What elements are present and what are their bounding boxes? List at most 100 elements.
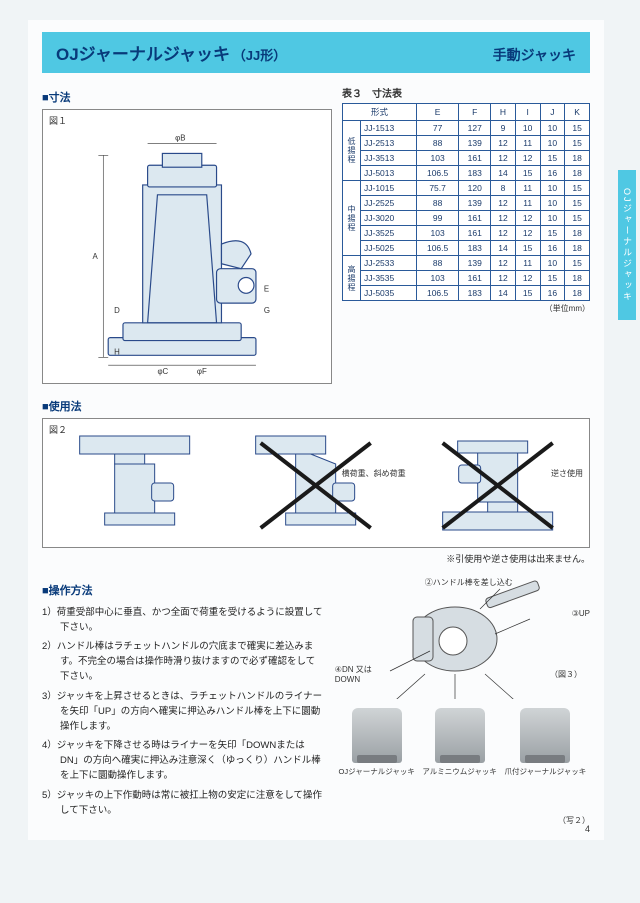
th-j: J — [540, 104, 565, 121]
table-cell: JJ-3535 — [361, 271, 417, 286]
jack-photo-3: 爪付ジャーナルジャッキ — [504, 708, 586, 777]
table-cell: 12 — [515, 271, 540, 286]
jack-photo-img-2 — [435, 708, 485, 763]
table-cell: JJ-3513 — [361, 151, 417, 166]
table-cell: 10 — [540, 256, 565, 271]
table-cell: 12 — [491, 136, 516, 151]
table-cell: 103 — [416, 271, 458, 286]
lateral-caption: 横荷重、斜め荷重 — [342, 468, 406, 479]
table-cell: 12 — [491, 226, 516, 241]
row-group-label: 低揚程 — [343, 121, 361, 181]
table-cell: 10 — [515, 121, 540, 136]
table-cell: 103 — [416, 226, 458, 241]
dim-label-phib: φB — [175, 134, 185, 143]
jack-photo-label-3: 爪付ジャーナルジャッキ — [504, 767, 586, 776]
table-cell: JJ-2533 — [361, 256, 417, 271]
table-cell: 12 — [515, 226, 540, 241]
callout-2: ②ハンドル棒を差し込む — [425, 577, 513, 588]
table-cell: 183 — [459, 166, 491, 181]
table-cell: 77 — [416, 121, 458, 136]
table-cell: 106.5 — [416, 241, 458, 256]
th-i: I — [515, 104, 540, 121]
table-cell: JJ-5025 — [361, 241, 417, 256]
table-cell: 8 — [491, 181, 516, 196]
table-cell: 88 — [416, 196, 458, 211]
figure-1-label: 図１ — [49, 114, 67, 127]
table-row: 低揚程JJ-1513771279101015 — [343, 121, 590, 136]
th-f: F — [459, 104, 491, 121]
table-cell: 10 — [540, 136, 565, 151]
table-cell: 15 — [540, 226, 565, 241]
table-cell: 15 — [565, 256, 590, 271]
table-cell: 18 — [565, 286, 590, 301]
table-cell: 127 — [459, 121, 491, 136]
callout-4: ④DN 又はDOWN — [335, 664, 385, 684]
table-cell: 161 — [459, 271, 491, 286]
usage-note: ※引使用や逆さ使用は出来ません。 — [42, 552, 590, 565]
jack-diagram-icon: φB A D E G H φC φF — [49, 116, 325, 377]
table-cell: 12 — [491, 196, 516, 211]
table-row: JJ-5025106.518314151618 — [343, 241, 590, 256]
usage-correct — [49, 428, 220, 538]
table-cell: 15 — [540, 271, 565, 286]
title-bar: OJジャーナルジャッキ （JJ形） 手動ジャッキ — [42, 32, 590, 73]
table-row: JJ-351310316112121518 — [343, 151, 590, 166]
table-title: 表３ 寸法表 — [342, 85, 590, 100]
table-row: JJ-352510316112121518 — [343, 226, 590, 241]
table-cell: 139 — [459, 136, 491, 151]
table-col: 表３ 寸法表 形式 E F H I J K 低揚程JJ-151377127910… — [342, 85, 590, 384]
jack-photo-img-3 — [520, 708, 570, 763]
table-row: 高揚程JJ-25338813912111015 — [343, 256, 590, 271]
table-cell: JJ-1015 — [361, 181, 417, 196]
jack-photo-row: OJジャーナルジャッキ アルミニウムジャッキ 爪付ジャーナルジャッキ — [335, 708, 590, 777]
table-cell: 12 — [491, 256, 516, 271]
row-group-label: 高揚程 — [343, 256, 361, 301]
table-row: JJ-25138813912111015 — [343, 136, 590, 151]
table-cell: JJ-3020 — [361, 211, 417, 226]
table-cell: 183 — [459, 241, 491, 256]
table-cell: 15 — [540, 151, 565, 166]
usage-label: ■使用法 — [42, 398, 590, 414]
table-row: JJ-5013106.518314151618 — [343, 166, 590, 181]
table-cell: 16 — [540, 166, 565, 181]
table-row: JJ-30209916112121015 — [343, 211, 590, 226]
figure-2-box: 図２ — [42, 418, 590, 548]
table-cell: 14 — [491, 241, 516, 256]
table-cell: 10 — [540, 181, 565, 196]
jack-photo-label-1: OJジャーナルジャッキ — [339, 767, 415, 776]
table-cell: 120 — [459, 181, 491, 196]
dim-label-h: H — [114, 347, 120, 356]
dim-label-phic: φC — [157, 367, 168, 376]
table-cell: 18 — [565, 151, 590, 166]
operation-row: ■操作方法 1）荷重受部中心に垂直、かつ全面で荷重を受けるように設置して下さい。… — [42, 579, 590, 822]
dim-label-g: G — [264, 306, 270, 315]
dimensions-label: ■寸法 — [42, 89, 332, 105]
table-cell: 16 — [540, 286, 565, 301]
table-cell: 15 — [515, 166, 540, 181]
table-cell: 15 — [565, 181, 590, 196]
operation-figure: ②ハンドル棒を差し込む ③UP ④DN 又はDOWN （図３） — [335, 579, 590, 822]
table-cell: 18 — [565, 226, 590, 241]
table-cell: 12 — [515, 211, 540, 226]
table-cell: 161 — [459, 211, 491, 226]
operation-step: 3）ジャッキを上昇させるときは、ラチェットハンドルのライナーを矢印「UP」の方向… — [42, 689, 323, 735]
table-cell: 11 — [515, 181, 540, 196]
table-cell: 15 — [515, 241, 540, 256]
table-cell: 12 — [491, 271, 516, 286]
row-group-label: 中揚程 — [343, 181, 361, 256]
table-row: 中揚程JJ-101575.71208111015 — [343, 181, 590, 196]
table-cell: 16 — [540, 241, 565, 256]
table-cell: 106.5 — [416, 286, 458, 301]
table-row: JJ-25258813912111015 — [343, 196, 590, 211]
table-row: JJ-5035106.518314151618 — [343, 286, 590, 301]
table-cell: 15 — [565, 211, 590, 226]
callout-3: ③UP — [572, 609, 590, 618]
table-row: JJ-353510316112121518 — [343, 271, 590, 286]
table-cell: 10 — [540, 196, 565, 211]
table-cell: JJ-1513 — [361, 121, 417, 136]
table-cell: 88 — [416, 136, 458, 151]
table-cell: 11 — [515, 136, 540, 151]
figure-3-label: （図３） — [550, 669, 582, 680]
page-number: 4 — [585, 824, 590, 834]
product-form: （JJ形） — [233, 48, 286, 63]
